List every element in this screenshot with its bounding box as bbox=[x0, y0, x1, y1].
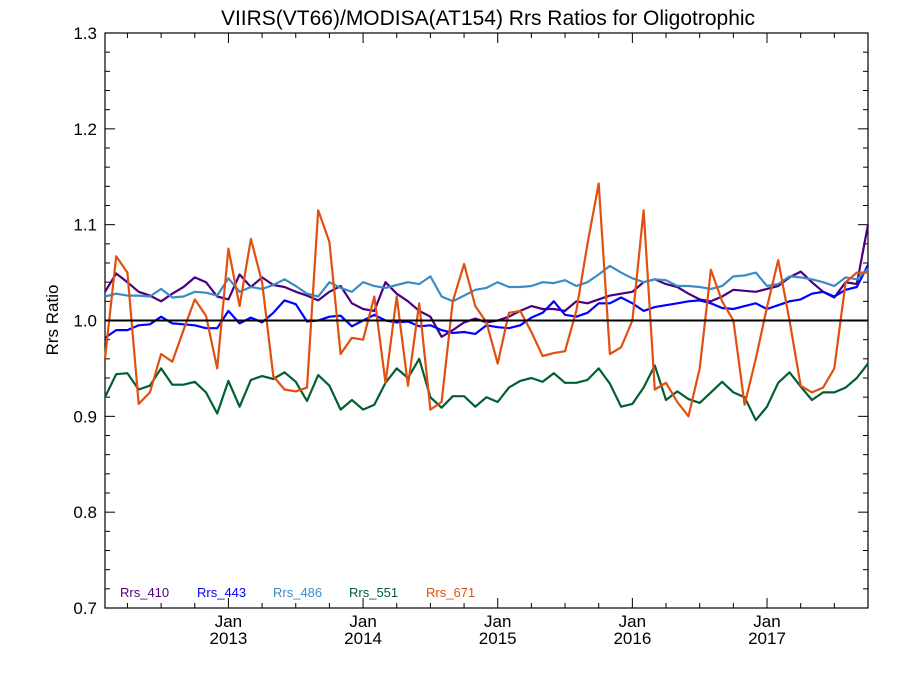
y-tick-label: 0.9 bbox=[73, 407, 97, 426]
series-line-rrs-486 bbox=[104, 264, 869, 303]
legend-entry-rrs-486: Rrs_486 bbox=[273, 585, 322, 600]
x-tick-year-label: 2013 bbox=[210, 629, 248, 648]
x-tick-year-label: 2017 bbox=[748, 629, 786, 648]
series-line-rrs-671 bbox=[103, 182, 868, 418]
series-line-rrs-443 bbox=[104, 264, 869, 339]
y-tick-label: 0.8 bbox=[73, 503, 97, 522]
y-tick-label: 1.2 bbox=[73, 120, 97, 139]
x-tick-year-label: 2014 bbox=[344, 629, 382, 648]
x-tick-month-label: Jan bbox=[349, 612, 376, 631]
chart-title: VIIRS(VT66)/MODISA(AT154) Rrs Ratios for… bbox=[221, 7, 755, 30]
series-lines bbox=[103, 182, 870, 422]
series-line-rrs-551 bbox=[104, 357, 869, 422]
x-tick-month-label: Jan bbox=[619, 612, 646, 631]
legend-entry-rrs-551: Rrs_551 bbox=[349, 585, 398, 600]
y-tick-label: 1.0 bbox=[73, 312, 97, 331]
legend-entry-rrs-443: Rrs_443 bbox=[197, 585, 246, 600]
x-tick-year-label: 2015 bbox=[479, 629, 517, 648]
y-axis-label: Rrs Ratio bbox=[43, 285, 62, 356]
y-tick-label: 0.7 bbox=[73, 599, 97, 618]
x-tick-month-label: Jan bbox=[753, 612, 780, 631]
x-tick-month-label: Jan bbox=[215, 612, 242, 631]
y-tick-label: 1.1 bbox=[73, 216, 97, 235]
legend-entry-rrs-410: Rrs_410 bbox=[120, 585, 169, 600]
y-tick-label: 1.3 bbox=[73, 24, 97, 43]
x-tick-year-label: 2016 bbox=[613, 629, 651, 648]
legend-entry-rrs-671: Rrs_671 bbox=[426, 585, 475, 600]
legend: Rrs_410 Rrs_443 Rrs_486 Rrs_551 Rrs_671 bbox=[120, 585, 475, 600]
x-tick-month-label: Jan bbox=[484, 612, 511, 631]
